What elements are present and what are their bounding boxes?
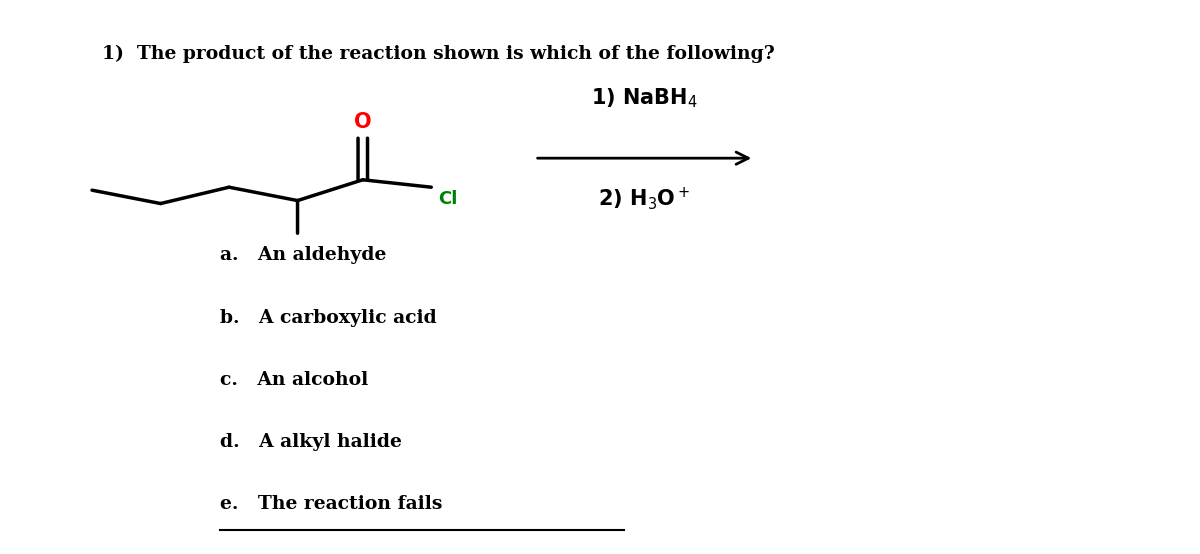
Text: e.   The reaction fails: e. The reaction fails (221, 495, 443, 513)
Text: b.   A carboxylic acid: b. A carboxylic acid (221, 309, 437, 326)
Text: 1) NaBH$_4$: 1) NaBH$_4$ (592, 86, 698, 110)
Text: 2) H$_3$O$^+$: 2) H$_3$O$^+$ (599, 185, 691, 212)
Text: 1)  The product of the reaction shown is which of the following?: 1) The product of the reaction shown is … (102, 45, 774, 63)
Text: O: O (354, 112, 372, 132)
Text: a.   An aldehyde: a. An aldehyde (221, 247, 386, 264)
Text: d.   A alkyl halide: d. A alkyl halide (221, 433, 402, 451)
Text: Cl: Cl (438, 190, 457, 208)
Text: c.   An alcohol: c. An alcohol (221, 371, 368, 388)
